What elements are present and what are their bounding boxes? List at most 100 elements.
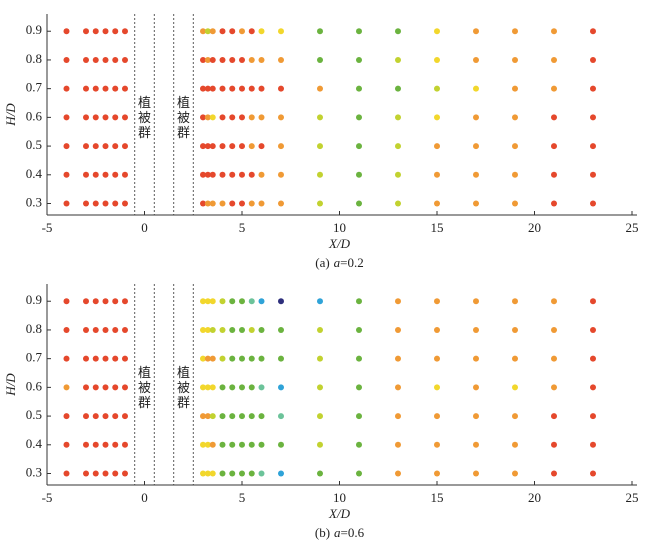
data-point: [512, 413, 518, 420]
data-point: [512, 143, 518, 150]
data-point: [200, 56, 206, 63]
data-point: [356, 384, 362, 391]
data-point: [122, 85, 128, 92]
y-tick-label: 0.4: [26, 166, 43, 181]
data-point: [122, 143, 128, 150]
data-point: [258, 28, 265, 35]
data-point: [209, 470, 216, 477]
data-point: [204, 384, 211, 391]
data-point: [551, 114, 557, 121]
data-point: [590, 441, 596, 448]
data-point: [248, 171, 255, 178]
data-point: [551, 171, 557, 178]
data-point: [590, 171, 596, 178]
data-point: [512, 28, 518, 35]
data-point: [395, 355, 401, 362]
data-point: [395, 298, 401, 305]
data-point: [258, 470, 265, 477]
data-point: [219, 470, 226, 477]
data-point: [473, 28, 479, 35]
data-point: [200, 298, 206, 305]
data-point: [395, 28, 401, 35]
data-point: [317, 298, 323, 305]
data-point: [248, 298, 255, 305]
data-point: [434, 28, 440, 35]
data-point: [590, 384, 596, 391]
data-point: [200, 384, 206, 391]
data-point: [209, 355, 216, 362]
data-point: [551, 298, 557, 305]
data-point: [229, 384, 236, 391]
data-point: [219, 384, 226, 391]
data-point: [356, 171, 362, 178]
data-point: [63, 355, 70, 362]
data-point: [239, 470, 245, 477]
data-point: [92, 114, 99, 121]
data-point: [209, 85, 216, 92]
data-point: [92, 143, 99, 150]
data-point: [356, 413, 362, 420]
data-point: [219, 326, 226, 333]
caption-var: a: [334, 525, 341, 540]
data-point: [229, 85, 236, 92]
data-point: [317, 441, 323, 448]
data-point: [356, 355, 362, 362]
data-point: [434, 326, 440, 333]
data-point: [204, 143, 211, 150]
data-point: [219, 56, 226, 63]
data-point: [209, 326, 216, 333]
data-point: [356, 441, 362, 448]
data-point: [83, 56, 89, 63]
data-point: [63, 171, 70, 178]
data-point: [63, 28, 70, 35]
data-point: [112, 441, 119, 448]
data-point: [434, 413, 440, 420]
data-point: [219, 85, 226, 92]
data-point: [473, 441, 479, 448]
data-point: [219, 114, 226, 121]
data-point: [512, 384, 518, 391]
y-tick-label: 0.4: [26, 436, 43, 451]
data-point: [317, 200, 323, 207]
data-point: [258, 326, 265, 333]
data-point: [317, 171, 323, 178]
data-point: [356, 143, 362, 150]
y-tick-label: 0.9: [26, 22, 42, 37]
data-point: [200, 143, 206, 150]
data-point: [209, 171, 216, 178]
data-point: [258, 114, 265, 121]
data-point: [209, 200, 216, 207]
data-point: [248, 355, 255, 362]
data-point: [278, 298, 284, 305]
data-point: [92, 28, 99, 35]
data-point: [229, 143, 236, 150]
data-point: [551, 85, 557, 92]
data-point: [63, 326, 70, 333]
zone-label-char: 植: [138, 96, 151, 111]
data-point: [278, 114, 284, 121]
data-point: [102, 384, 109, 391]
data-point: [63, 298, 70, 305]
data-point: [278, 384, 284, 391]
data-point: [434, 143, 440, 150]
caption-value: =0.6: [341, 525, 365, 540]
data-point: [200, 200, 206, 207]
data-point: [473, 384, 479, 391]
data-point: [112, 326, 119, 333]
data-point: [219, 200, 226, 207]
data-point: [112, 114, 119, 121]
data-point: [112, 200, 119, 207]
data-point: [317, 143, 323, 150]
data-point: [122, 28, 128, 35]
data-point: [83, 200, 89, 207]
data-point: [473, 326, 479, 333]
data-point: [209, 143, 216, 150]
data-point: [239, 326, 245, 333]
data-point: [473, 298, 479, 305]
data-point: [473, 413, 479, 420]
x-tick-label: 10: [333, 220, 346, 235]
data-point: [239, 200, 245, 207]
data-point: [239, 28, 245, 35]
data-point: [229, 298, 236, 305]
data-point: [434, 384, 440, 391]
